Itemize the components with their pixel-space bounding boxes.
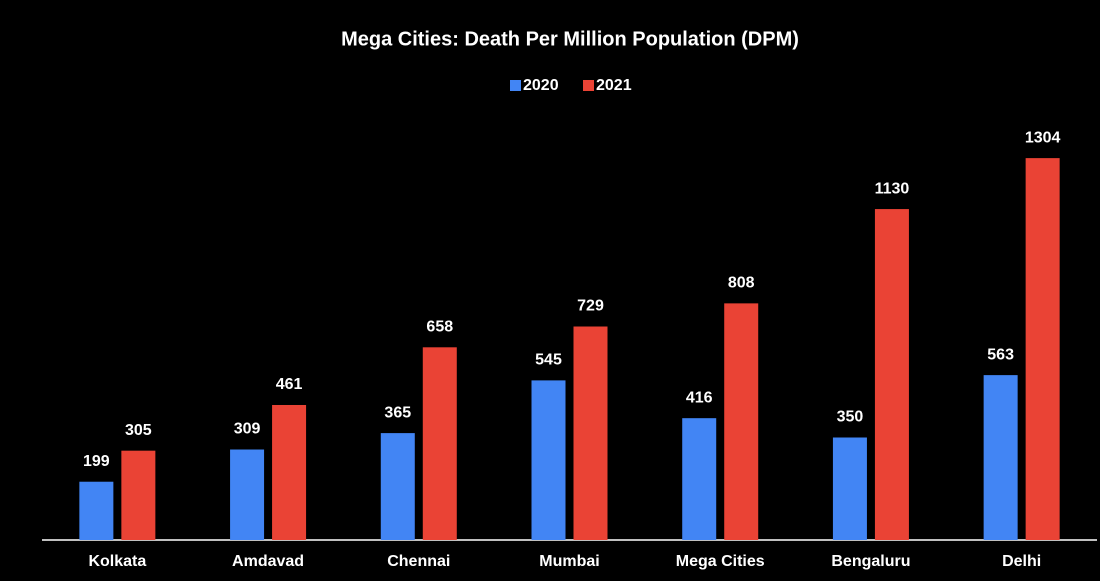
- data-label: 1304: [1025, 129, 1061, 146]
- data-label: 416: [686, 389, 713, 406]
- bar: [121, 450, 156, 540]
- data-label: 1130: [875, 180, 910, 197]
- data-label: 309: [234, 421, 261, 438]
- bar: [380, 433, 415, 540]
- bar: [230, 449, 265, 540]
- legend-swatch: [583, 80, 594, 91]
- data-label: 563: [987, 346, 1014, 363]
- data-label: 545: [535, 352, 562, 369]
- data-label: 305: [125, 422, 152, 439]
- data-label: 658: [426, 319, 453, 336]
- data-label: 350: [837, 409, 864, 426]
- x-tick-label: Bengaluru: [831, 553, 910, 570]
- data-label: 808: [728, 275, 755, 292]
- bar: [422, 347, 457, 540]
- x-tick-label: Mega Cities: [676, 553, 765, 570]
- x-tick-label: Amdavad: [232, 553, 304, 570]
- chart-title: Mega Cities: Death Per Million Populatio…: [341, 28, 799, 50]
- data-label: 365: [384, 404, 411, 421]
- x-tick-label: Kolkata: [88, 553, 146, 570]
- bar: [573, 326, 608, 540]
- bar: [1025, 158, 1060, 540]
- data-label: 461: [276, 376, 303, 393]
- bar: [874, 209, 909, 541]
- legend-label: 2021: [596, 77, 632, 94]
- data-label: 729: [577, 298, 604, 315]
- bar: [983, 375, 1018, 540]
- bar: [682, 418, 717, 540]
- x-tick-label: Chennai: [387, 553, 450, 570]
- x-tick-label: Delhi: [1002, 553, 1041, 570]
- data-label: 199: [83, 453, 110, 470]
- bar: [272, 404, 307, 540]
- x-tick-label: Mumbai: [539, 553, 599, 570]
- bar: [531, 380, 566, 540]
- bar: [79, 481, 114, 540]
- bar: [724, 303, 759, 540]
- legend-swatch: [510, 80, 521, 91]
- legend-label: 2020: [523, 77, 559, 94]
- bar: [832, 437, 867, 540]
